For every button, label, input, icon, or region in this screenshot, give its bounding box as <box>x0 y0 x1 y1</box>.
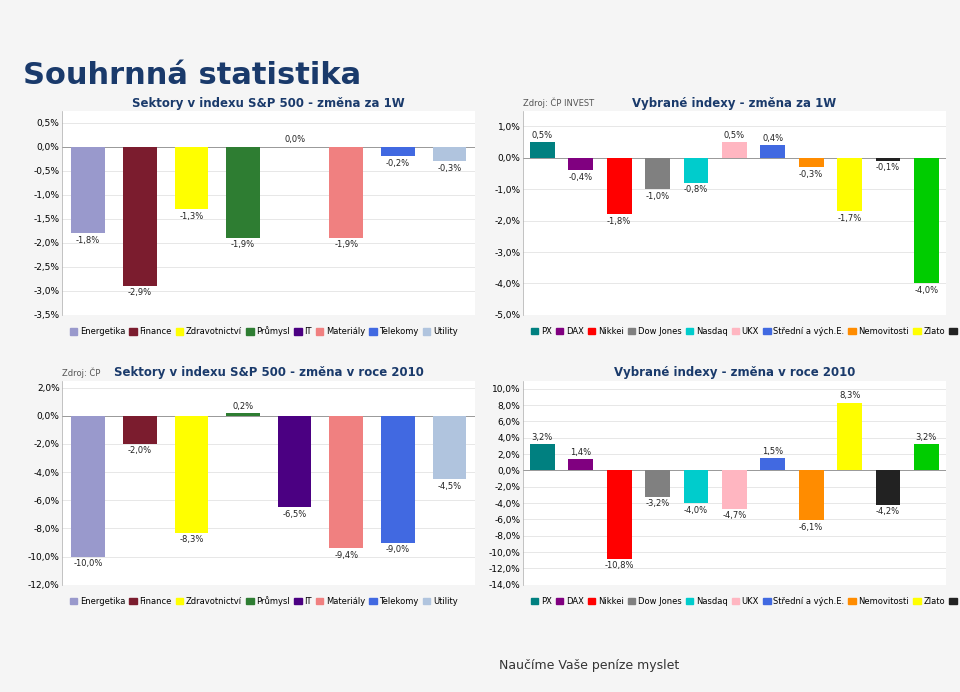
Bar <box>607 158 632 215</box>
Bar <box>227 413 260 416</box>
Text: -1,3%: -1,3% <box>180 212 204 221</box>
Bar <box>799 471 824 520</box>
Bar <box>381 147 415 156</box>
Text: -1,7%: -1,7% <box>837 214 862 223</box>
Text: -9,0%: -9,0% <box>386 545 410 554</box>
Text: -1,9%: -1,9% <box>334 240 358 249</box>
Text: Souhrnná statistika: Souhrnná statistika <box>23 61 361 90</box>
Text: -2,0%: -2,0% <box>128 446 152 455</box>
Bar <box>433 147 467 161</box>
Bar <box>568 459 593 471</box>
Text: -1,8%: -1,8% <box>607 217 632 226</box>
Bar <box>175 147 208 209</box>
Text: 0,0%: 0,0% <box>284 136 305 145</box>
Text: -0,4%: -0,4% <box>568 173 593 182</box>
Text: -10,8%: -10,8% <box>605 561 634 570</box>
Text: -4,0%: -4,0% <box>684 506 708 515</box>
Bar <box>876 471 900 504</box>
Text: 1,4%: 1,4% <box>570 448 591 457</box>
Text: -4,5%: -4,5% <box>438 482 462 491</box>
Bar <box>433 416 467 479</box>
Bar <box>914 158 939 284</box>
Bar <box>381 416 415 543</box>
Text: -0,3%: -0,3% <box>799 170 824 179</box>
Bar <box>837 403 862 471</box>
Text: -4,2%: -4,2% <box>876 507 900 516</box>
Bar <box>71 416 105 556</box>
Bar <box>227 147 260 238</box>
Bar <box>684 158 708 183</box>
Text: 8,3%: 8,3% <box>839 391 860 400</box>
Bar <box>530 142 555 158</box>
Bar <box>914 444 939 471</box>
Text: -9,4%: -9,4% <box>334 551 358 560</box>
Text: -1,0%: -1,0% <box>645 192 670 201</box>
Legend: PX, DAX, Nikkei, Dow Jones, Nasdaq, UKX, Střední a vých.E., Nemovitosti, Zlato, : PX, DAX, Nikkei, Dow Jones, Nasdaq, UKX,… <box>527 594 960 609</box>
Text: -0,3%: -0,3% <box>437 163 462 172</box>
Bar <box>837 158 862 211</box>
Bar <box>329 147 363 238</box>
Bar <box>123 147 156 286</box>
Bar <box>530 444 555 471</box>
Title: Sektory v indexu S&P 500 - změna v roce 2010: Sektory v indexu S&P 500 - změna v roce … <box>114 367 423 379</box>
Text: -1,8%: -1,8% <box>76 236 101 245</box>
Bar <box>71 147 105 233</box>
Title: Vybrané indexy - změna za 1W: Vybrané indexy - změna za 1W <box>633 97 836 109</box>
Text: Zdroj: ČP INVEST: Zdroj: ČP INVEST <box>523 98 594 108</box>
Bar <box>277 416 311 507</box>
Text: -6,5%: -6,5% <box>282 510 307 519</box>
Legend: Energetika, Finance, Zdravotnictví, Průmysl, IT, Materiály, Telekomy, Utility: Energetika, Finance, Zdravotnictví, Prům… <box>66 593 461 610</box>
Text: -2,9%: -2,9% <box>128 289 152 298</box>
Legend: PX, DAX, Nikkei, Dow Jones, Nasdaq, UKX, Střední a vých.E., Nemovitosti, Zlato, : PX, DAX, Nikkei, Dow Jones, Nasdaq, UKX,… <box>527 324 960 339</box>
Text: -4,0%: -4,0% <box>914 286 939 295</box>
Text: 1,5%: 1,5% <box>762 447 783 456</box>
Text: 0,5%: 0,5% <box>532 131 553 140</box>
Text: -8,3%: -8,3% <box>180 535 204 544</box>
Text: -0,2%: -0,2% <box>386 158 410 167</box>
Bar <box>722 471 747 509</box>
Text: 0,2%: 0,2% <box>232 401 253 410</box>
Bar <box>799 158 824 167</box>
Text: -6,1%: -6,1% <box>799 522 824 531</box>
Bar <box>607 471 632 558</box>
Bar <box>760 145 785 158</box>
Title: Sektory v indexu S&P 500 - změna za 1W: Sektory v indexu S&P 500 - změna za 1W <box>132 97 405 109</box>
Legend: Energetika, Finance, Zdravotnictví, Průmysl, IT, Materiály, Telekomy, Utility: Energetika, Finance, Zdravotnictví, Prům… <box>66 323 461 340</box>
Text: 3,2%: 3,2% <box>532 432 553 442</box>
Bar <box>175 416 208 533</box>
Bar <box>876 158 900 161</box>
Bar <box>760 458 785 471</box>
Text: 0,5%: 0,5% <box>724 131 745 140</box>
Text: -0,8%: -0,8% <box>684 185 708 194</box>
Text: Zdroj: ČP: Zdroj: ČP <box>62 367 101 378</box>
Text: -10,0%: -10,0% <box>74 559 103 568</box>
Text: 3,2%: 3,2% <box>916 432 937 442</box>
Title: Vybrané indexy - změna v roce 2010: Vybrané indexy - změna v roce 2010 <box>613 367 855 379</box>
Bar <box>684 471 708 503</box>
Bar <box>645 158 670 189</box>
Bar <box>329 416 363 548</box>
Text: 0,4%: 0,4% <box>762 134 783 143</box>
Text: -4,7%: -4,7% <box>722 511 747 520</box>
Text: -3,2%: -3,2% <box>645 499 670 508</box>
Bar <box>123 416 156 444</box>
Text: -0,1%: -0,1% <box>876 163 900 172</box>
Bar <box>722 142 747 158</box>
Text: -1,9%: -1,9% <box>231 240 255 249</box>
Bar <box>568 158 593 170</box>
Bar <box>645 471 670 497</box>
Text: Naučíme Vaše peníze myslet: Naučíme Vaše peníze myslet <box>499 659 680 672</box>
